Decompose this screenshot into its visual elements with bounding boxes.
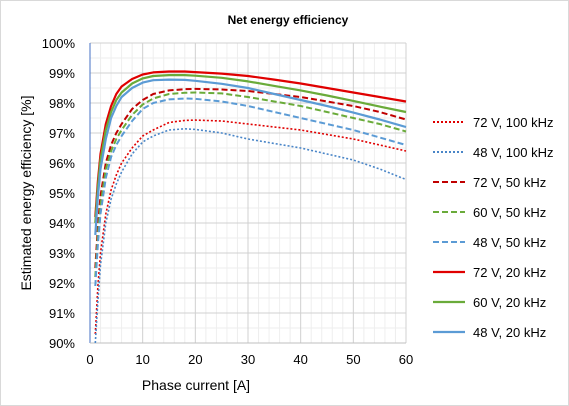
chart-title: Net energy efficiency [228,13,349,27]
y-axis-ticks: 90% 91% 92% 93% 94% 95% 96% 97% 98% 99% 100% [42,36,76,351]
x-tick-label: 50 [346,352,360,367]
legend-entry: 72 V, 100 kHz [473,115,553,130]
y-tick-label: 99% [49,66,75,81]
series-line-1 [94,119,407,335]
y-axis-label: Estimated energy efficiency [%] [18,95,34,290]
legend-entry: 48 V, 20 kHz [473,325,546,340]
y-tick-label: 95% [49,186,75,201]
y-tick-label: 91% [49,306,75,321]
series-line-3 [94,87,407,269]
x-tick-label: 20 [188,352,202,367]
y-tick-label: 90% [49,336,75,351]
x-tick-label: 60 [399,352,413,367]
legend-entry: 72 V, 20 kHz [473,265,546,280]
x-axis-label: Phase current [A] [142,377,250,393]
legend-entry: 72 V, 50 kHz [473,175,546,190]
y-tick-label: 100% [42,36,76,51]
series-lines [94,70,407,344]
x-axis-ticks: 0 10 20 30 40 50 60 [86,352,413,367]
y-tick-label: 94% [49,216,75,231]
x-tick-label: 10 [135,352,149,367]
legend-entry: 48 V, 100 kHz [473,145,553,160]
legend-entry: 60 V, 50 kHz [473,205,546,220]
series-line-2 [94,128,407,344]
y-tick-label: 98% [49,96,75,111]
series-line-6 [94,70,407,218]
series-line-4 [94,91,407,278]
legend: 72 V, 100 kHz 48 V, 100 kHz 72 V, 50 kHz 60… [433,115,553,340]
grid [90,42,407,344]
series-line-5 [94,97,407,287]
legend-entry: 48 V, 50 kHz [473,235,546,250]
legend-entry: 60 V, 20 kHz [473,295,546,310]
x-tick-label: 0 [86,352,93,367]
axes [89,43,406,344]
y-tick-label: 97% [49,126,75,141]
y-tick-label: 93% [49,246,75,261]
x-tick-label: 30 [241,352,255,367]
y-tick-label: 96% [49,156,75,171]
series-line-8 [94,78,407,236]
x-tick-label: 40 [293,352,307,367]
y-tick-label: 92% [49,276,75,291]
series-line-7 [94,73,407,224]
